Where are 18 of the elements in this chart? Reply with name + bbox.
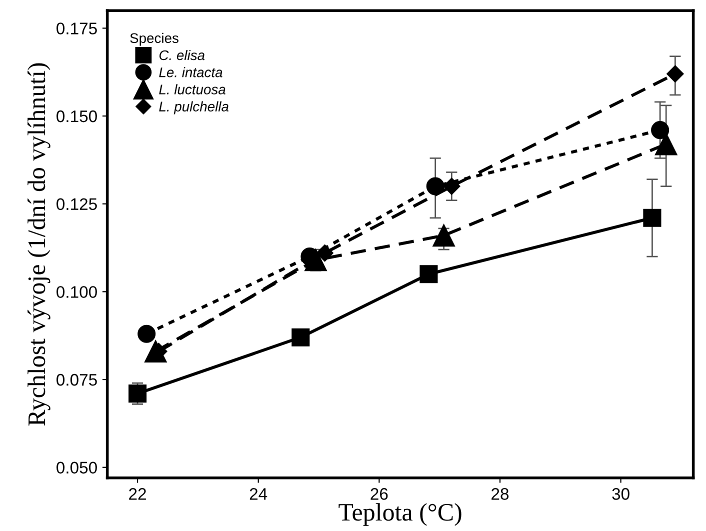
legend-label: Le. intacta (159, 67, 222, 78)
legend-label: L. pulchella (159, 101, 228, 114)
x-axis-title: Teplota (°C) (338, 503, 462, 526)
x-tick-label: 26 (370, 488, 388, 500)
y-tick-label: 0.100 (56, 286, 97, 298)
x-tick-label: 22 (129, 488, 146, 500)
y-tick-label: 0.175 (56, 22, 97, 34)
x-tick-label: 30 (612, 488, 630, 500)
legend-title: Species (130, 32, 178, 46)
y-tick-label: 0.150 (56, 110, 97, 122)
x-tick-label: 28 (492, 488, 509, 500)
legend-label: L. luctuosa (159, 84, 226, 94)
y-axis-title: Rychlost vývoje (1/dní do vylíhnutí) (28, 63, 50, 426)
y-tick-label: 0.050 (56, 462, 97, 474)
y-tick-label: 0.125 (56, 198, 97, 210)
x-tick-label: 24 (250, 488, 268, 500)
legend-label: C. elisa (159, 50, 205, 60)
y-tick-label: 0.075 (56, 374, 97, 386)
